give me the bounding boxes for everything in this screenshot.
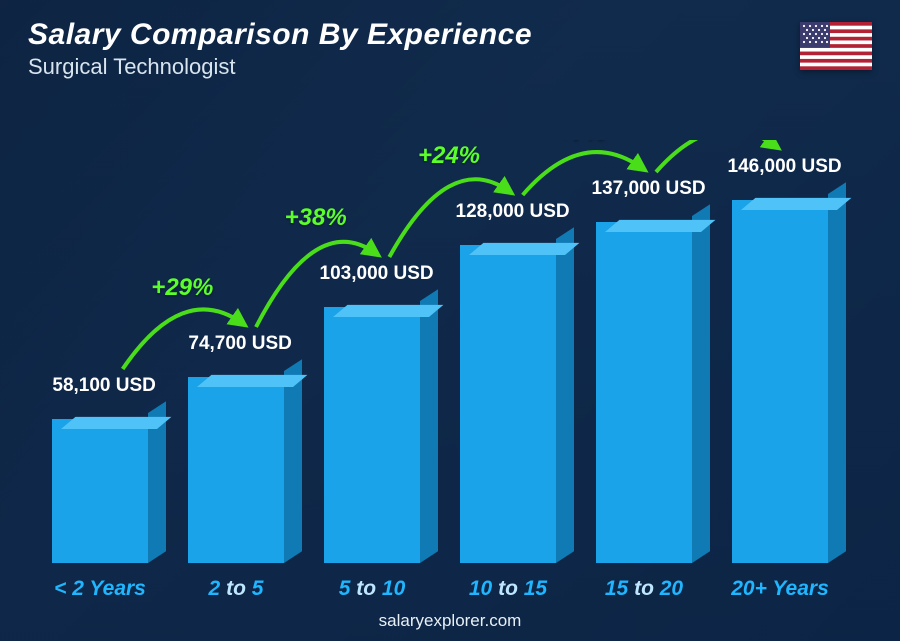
value-label: 137,000 USD [592,178,706,200]
value-label: 128,000 USD [456,201,570,223]
bar [460,245,556,563]
x-axis-label: 10 to 15 [448,577,568,601]
bar [732,200,828,563]
value-label: 146,000 USD [728,156,842,178]
value-label: 58,100 USD [52,375,156,397]
bar-slot: 146,000 USD [720,200,840,563]
x-axis-label: 2 to 5 [176,577,296,601]
value-label: 103,000 USD [320,263,434,285]
x-axis-label: 5 to 10 [312,577,432,601]
x-axis-label: < 2 Years [40,577,160,601]
footer-credit: salaryexplorer.com [0,611,900,631]
bar-slot: 103,000 USD [312,307,432,563]
bar [188,377,284,563]
us-flag-icon [800,22,872,70]
bar-slot: 74,700 USD [176,377,296,563]
value-label: 74,700 USD [188,333,292,355]
bar-chart: 58,100 USD74,700 USD103,000 USD128,000 U… [30,140,850,563]
header: Salary Comparison By Experience Surgical… [28,18,532,80]
x-axis-labels: < 2 Years 2 to 5 5 to 10 10 to 15 15 to 20 20… [30,577,850,601]
bar-slot: 137,000 USD [584,222,704,563]
bar-slot: 128,000 USD [448,245,568,563]
page-title: Salary Comparison By Experience [28,18,532,52]
bar [596,222,692,563]
x-axis-label: 15 to 20 [584,577,704,601]
bar [52,419,148,563]
bar [324,307,420,563]
page-subtitle: Surgical Technologist [28,54,532,80]
x-axis-label: 20+ Years [720,577,840,601]
bar-slot: 58,100 USD [40,419,160,563]
